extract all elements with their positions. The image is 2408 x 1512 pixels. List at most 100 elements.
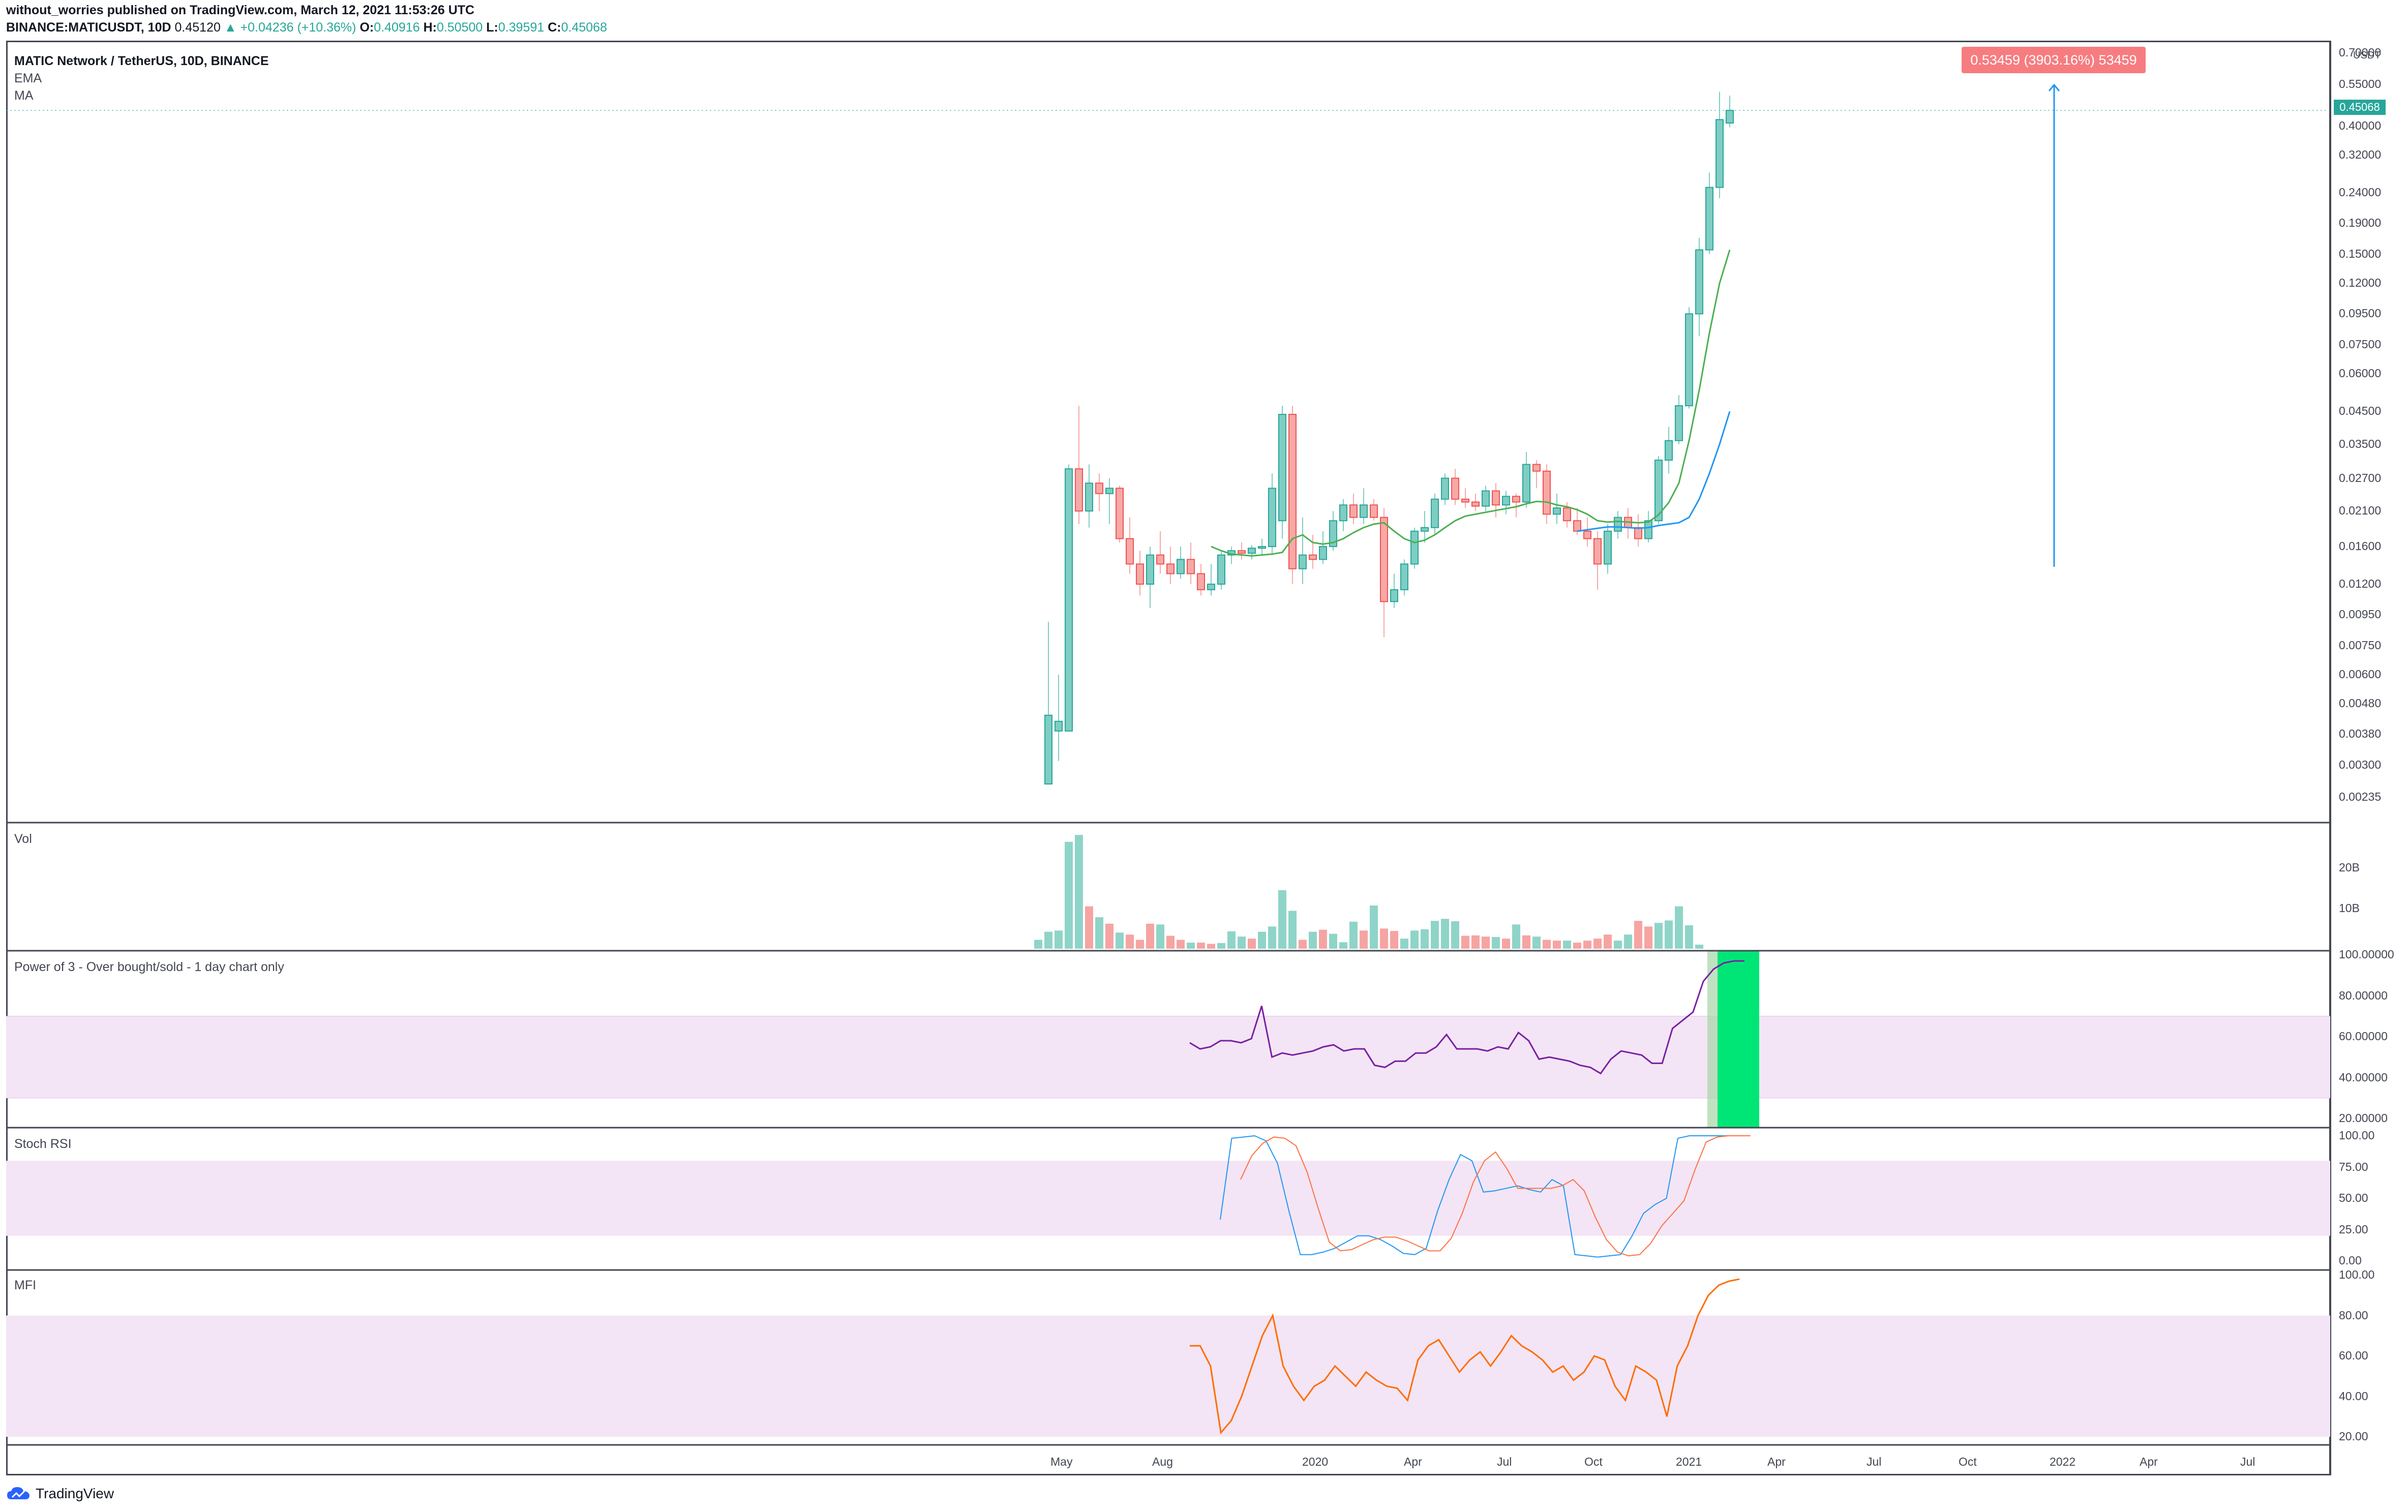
volume-bar [1136,940,1144,949]
candle-body [1654,460,1663,522]
candle-body [1288,414,1297,569]
power3-pane-title: Power of 3 - Over bought/sold - 1 day ch… [14,960,284,974]
candle-body [1217,554,1225,585]
ma-line [1577,411,1731,532]
candle-body [1268,488,1276,548]
measure-label[interactable]: 0.53459 (3903.16%) 53459 [1962,47,2146,73]
time-tick-label: Oct [1584,1455,1603,1468]
volume-bar [1187,943,1195,949]
stoch-tick-label: 50.00 [2339,1191,2368,1204]
candle-body [1543,470,1551,515]
volume-bar [1166,935,1175,949]
candle-body [1146,554,1154,585]
candle-body [1085,482,1093,512]
candle-body [1136,563,1144,585]
ma-legend[interactable]: MA [14,88,34,103]
volume-bar [1563,941,1571,949]
volume-bar [1258,931,1266,949]
candle-body [1177,559,1185,574]
volume-bar [1573,943,1581,949]
volume-bar [1207,944,1215,949]
ohlc-bar: BINANCE:MATICUSDT, 10D 0.45120 ▲ +0.0423… [6,20,607,35]
candle-body [1512,496,1520,503]
measure-arrowhead [2048,83,2060,92]
volume-bar [1380,928,1388,949]
candle-body [1339,504,1347,522]
volume-bar [1217,943,1225,949]
price-tick-label: 0.00300 [2339,758,2382,772]
volume-bar [1634,921,1642,949]
candle-body [1532,464,1541,472]
high-value: 0.50500 [436,20,483,35]
volume-bar [1492,936,1500,949]
candle-body [1583,530,1591,539]
candle-body [1299,554,1307,569]
volume-bar [1614,941,1622,949]
price-tick-label: 0.24000 [2339,186,2382,199]
candle-body [1065,468,1073,732]
candle-body [1248,548,1256,554]
candle-body [1329,520,1337,548]
volume-bar [1604,934,1612,949]
volume-bar [1665,920,1673,949]
volume-bar [1085,906,1093,949]
publish-info: without_worries published on TradingView… [6,3,474,18]
volume-bar [1512,924,1520,949]
stoch-d-line [1240,1135,1751,1257]
volume-bar [1360,930,1368,949]
volume-bar [1370,905,1378,949]
tradingview-cloud-icon [7,1487,29,1499]
volume-bar [1451,921,1459,949]
volume-bar [1339,942,1347,949]
price-tick-label: 0.00235 [2339,790,2382,803]
volume-bar [1095,917,1103,949]
candle-body [1705,187,1713,251]
candle-body [1441,477,1449,500]
volume-bar [1055,930,1063,949]
candle-body [1075,468,1083,512]
mfi-tick-label: 20.00 [2339,1430,2368,1443]
price-tick-label: 0.06000 [2339,367,2382,380]
power3-band [6,1016,2331,1098]
tradingview-wordmark: TradingView [36,1486,114,1501]
ema-line [1211,250,1731,557]
candle-body [1390,589,1398,602]
volume-bar [1126,934,1134,949]
candle-body [1614,517,1622,532]
price-tick-label: 0.15000 [2339,247,2382,260]
mfi-tick-label: 100.00 [2339,1268,2375,1281]
volume-bar [1278,890,1286,949]
mfi-line [1190,1278,1740,1435]
open-value: 0.40916 [374,20,420,35]
candle-body [1421,527,1429,532]
power3-tick-label: 60.00000 [2339,1030,2388,1043]
candle-body [1370,504,1378,518]
candle-body [1665,440,1673,461]
candle-body [1238,550,1246,554]
power3-tick-label: 20.00000 [2339,1111,2388,1125]
volume-bar [1522,935,1530,949]
stoch-tick-label: 0.00 [2339,1254,2362,1267]
candle-body [1044,714,1052,785]
volume-bar [1197,943,1205,949]
candle-body [1634,527,1642,539]
main-pane-title: MATIC Network / TetherUS, 10D, BINANCE [14,54,269,68]
ema-legend[interactable]: EMA [14,71,42,85]
last-price: 0.45120 [174,20,221,35]
volume-bar [1227,931,1236,949]
publish-info-text: without_worries published on TradingView… [6,3,475,17]
volume-bar [1146,923,1154,949]
volume-bar [1299,940,1307,949]
price-tick-label: 0.02100 [2339,504,2382,518]
tradingview-logo[interactable]: TradingView [6,1486,114,1502]
volume-bar [1248,939,1256,949]
candle-body [1451,477,1459,500]
volume-bar [1075,835,1083,949]
candle-body [1380,517,1388,602]
stoch-k-line [1220,1135,1735,1258]
price-tick-label: 0.40000 [2339,118,2382,132]
volume-bar [1329,933,1337,949]
volume-bar [1471,935,1480,949]
volume-bar [1421,929,1429,949]
